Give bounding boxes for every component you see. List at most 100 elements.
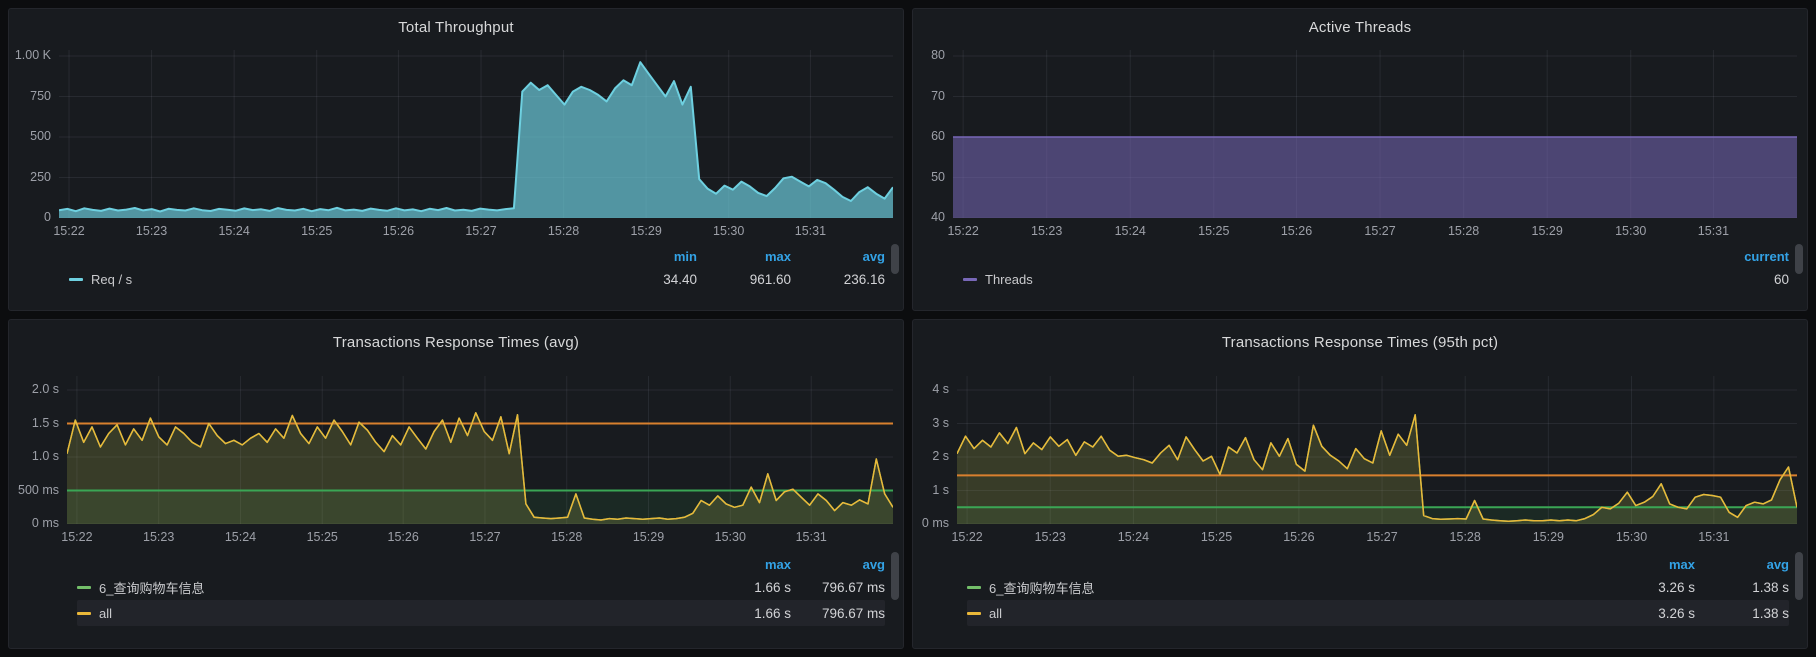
y-axis-labels: 1.00 K 750 500 250 0: [9, 48, 59, 224]
legend-header: max avg: [967, 554, 1789, 574]
series-name[interactable]: Threads: [985, 271, 1033, 287]
panel-title[interactable]: Transactions Response Times (avg): [332, 334, 580, 351]
x-tick-label: 15:25: [1200, 530, 1233, 544]
legend: current Threads 60: [963, 244, 1803, 292]
threads-chart[interactable]: [953, 50, 1797, 218]
y-tick-label: 80: [931, 48, 945, 62]
legend-sort-avg[interactable]: avg: [862, 248, 885, 264]
series-color-dash[interactable]: [69, 277, 83, 281]
x-tick-label: 15:24: [1117, 530, 1150, 544]
legend-row: 6_查询购物车信息 3.26 s 1.38 s: [967, 574, 1789, 600]
panel-active-threads: Active Threads 80 70 60 50 40 15:22 15:23 15:2…: [912, 8, 1808, 311]
x-tick-label: 15:30: [713, 224, 745, 238]
series-name[interactable]: all: [989, 605, 1003, 621]
legend-sort-min[interactable]: min: [673, 248, 697, 264]
y-tick-label: 1.5 s: [31, 415, 59, 430]
legend-row: 6_查询购物车信息 1.66 s 796.67 ms: [77, 574, 885, 600]
series-name[interactable]: 6_查询购物车信息: [99, 580, 205, 596]
legend-sort-avg[interactable]: avg: [1766, 556, 1789, 572]
x-tick-label: 15:28: [1447, 224, 1480, 238]
legend-sort-avg[interactable]: avg: [862, 556, 885, 572]
stat-avg: 1.38 s: [1752, 605, 1789, 621]
x-tick-label: 15:26: [382, 224, 415, 238]
x-tick-label: 15:31: [794, 224, 827, 238]
panel-title[interactable]: Active Threads: [1308, 19, 1412, 36]
series-color-dash[interactable]: [77, 585, 91, 589]
stat-max: 961.60: [749, 271, 791, 287]
stat-avg: 1.38 s: [1752, 579, 1789, 595]
legend-scrollbar[interactable]: [891, 552, 899, 600]
series-name[interactable]: 6_查询购物车信息: [989, 580, 1095, 596]
x-tick-label: 15:29: [632, 530, 665, 544]
stat-avg: 796.67 ms: [821, 579, 885, 595]
legend-sort-max[interactable]: max: [764, 556, 791, 572]
y-tick-label: 40: [931, 210, 945, 224]
y-tick-label: 4 s: [932, 382, 949, 396]
y-tick-label: 0 ms: [31, 516, 59, 530]
chart-row: 80 70 60 50 40: [913, 48, 1807, 224]
stat-max: 3.26 s: [1658, 579, 1695, 595]
stat-min: 34.40: [663, 271, 697, 287]
x-tick-label: 15:23: [1034, 530, 1066, 544]
x-tick-label: 15:23: [135, 224, 168, 238]
series-color-dash[interactable]: [967, 585, 981, 589]
x-tick-label: 15:24: [224, 530, 257, 544]
y-tick-label: 0 ms: [921, 516, 949, 530]
x-axis: 15:22 15:23 15:24 15:25 15:26 15:27 15:28 15:29…: [9, 524, 903, 546]
response-95pct-chart[interactable]: [957, 376, 1797, 524]
stat-max: 1.66 s: [754, 605, 791, 621]
y-axis-labels: 4 s 3 s 2 s 1 s 0 ms: [913, 376, 957, 530]
y-tick-label: 0: [44, 210, 51, 224]
y-tick-label: 2 s: [932, 449, 949, 463]
series-name[interactable]: Req / s: [91, 271, 133, 287]
panel-title[interactable]: Total Throughput: [398, 19, 514, 36]
series-color-dash[interactable]: [967, 611, 981, 615]
series-color-dash[interactable]: [77, 611, 91, 615]
x-tick-label: 15:27: [1366, 530, 1398, 544]
x-tick-label: 15:26: [1283, 530, 1315, 544]
x-axis-labels: 15:22 15:23 15:24 15:25 15:26 15:27 15:28 15:29…: [951, 524, 1797, 546]
legend-scrollbar[interactable]: [891, 244, 899, 274]
chart-row: 4 s 3 s 2 s 1 s 0 ms: [913, 376, 1807, 530]
response-avg-chart[interactable]: [67, 376, 893, 524]
throughput-chart[interactable]: [59, 50, 893, 218]
panel-title[interactable]: Transactions Response Times (95th pct): [1221, 334, 1499, 351]
x-tick-label: 15:27: [1364, 224, 1396, 238]
legend: max avg 6_查询购物车信息 1.66 s 796.67 ms all 1…: [77, 552, 899, 626]
legend: max avg 6_查询购物车信息 3.26 s 1.38 s all 3.26…: [967, 552, 1803, 626]
legend-sort-max[interactable]: max: [1668, 556, 1695, 572]
y-tick-label: 500: [30, 129, 51, 143]
x-tick-label: 15:22: [951, 530, 983, 544]
x-tick-label: 15:22: [61, 530, 93, 544]
legend-sort-max[interactable]: max: [764, 248, 791, 264]
legend-row: all 3.26 s 1.38 s: [967, 600, 1789, 626]
y-tick-label: 500 ms: [18, 482, 59, 497]
x-tick-label: 15:29: [630, 224, 662, 238]
x-tick-label: 15:24: [1114, 224, 1146, 238]
y-tick-label: 50: [931, 169, 945, 184]
legend-scrollbar[interactable]: [1795, 552, 1803, 600]
legend-header: min max avg: [69, 246, 885, 266]
legend-row: all 1.66 s 796.67 ms: [77, 600, 885, 626]
legend-row: Threads 60: [963, 266, 1789, 292]
x-tick-label: 15:28: [551, 530, 583, 544]
panel-total-throughput: Total Throughput 1.00 K 750 500 250 0 15:22 1…: [8, 8, 904, 311]
legend-scrollbar[interactable]: [1795, 244, 1803, 274]
y-tick-label: 60: [931, 129, 945, 143]
series-color-dash[interactable]: [963, 277, 977, 281]
x-axis-labels: 15:22 15:23 15:24 15:25 15:26 15:27 15:28 15:29…: [947, 218, 1797, 240]
stat-max: 3.26 s: [1658, 605, 1695, 621]
x-tick-label: 15:26: [1280, 224, 1313, 238]
stat-avg: 796.67 ms: [821, 605, 885, 621]
y-tick-label: 2.0 s: [31, 382, 59, 396]
y-tick-label: 250: [30, 169, 51, 184]
y-tick-label: 1.0 s: [31, 449, 59, 463]
x-tick-label: 15:24: [218, 224, 250, 238]
x-axis: 15:22 15:23 15:24 15:25 15:26 15:27 15:28 15:29…: [913, 218, 1807, 240]
x-tick-label: 15:25: [301, 224, 333, 238]
series-name[interactable]: all: [99, 605, 113, 621]
panel-response-times-95pct: Transactions Response Times (95th pct) 4…: [912, 319, 1808, 649]
x-tick-label: 15:30: [1615, 530, 1648, 544]
legend-sort-current[interactable]: current: [1744, 248, 1789, 264]
